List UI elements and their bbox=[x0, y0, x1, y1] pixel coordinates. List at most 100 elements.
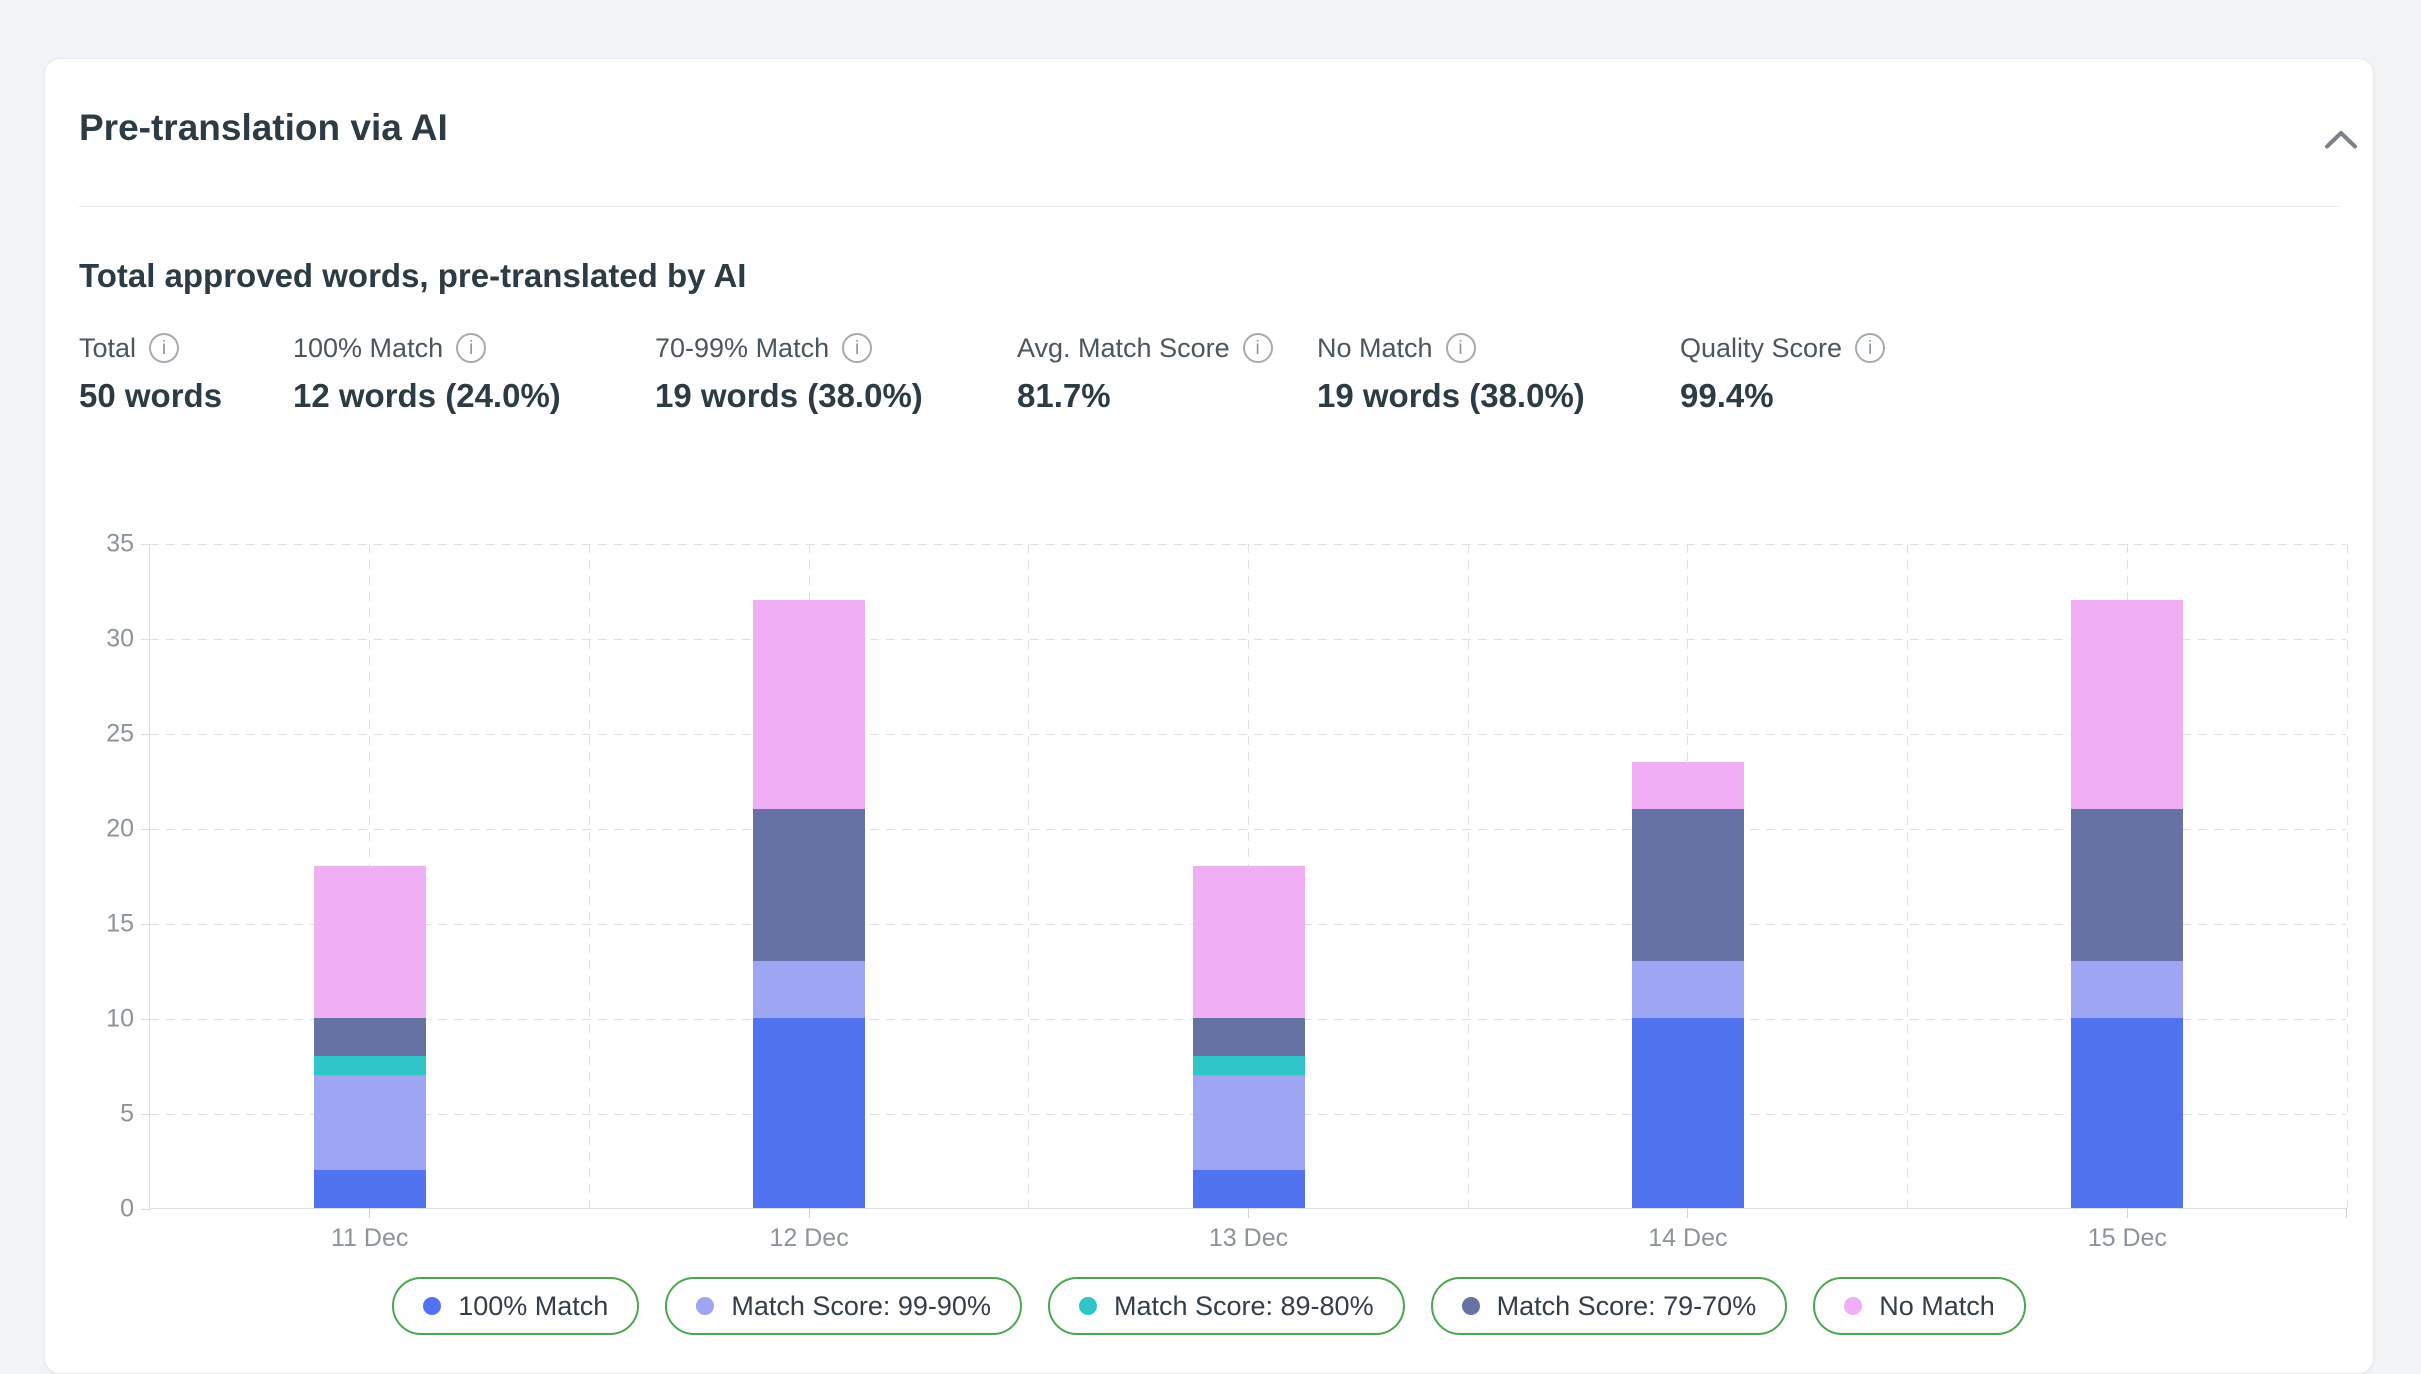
stacked-bar-chart: 0 5 10 15 20 25 30 35 11 Dec 12 Dec 13 Dec 14 Dec 15… bbox=[106, 530, 2348, 1252]
y-axis-label: 0 bbox=[120, 1194, 134, 1223]
stat-value: 12 words (24.0%) bbox=[293, 377, 561, 414]
v-gridline bbox=[2346, 544, 2348, 1208]
info-icon[interactable]: i bbox=[1445, 333, 1476, 363]
chart-legend: 100% Match Match Score: 99-90% Match Score… bbox=[45, 1277, 2373, 1335]
pre-translation-card: Pre-translation via AI Total approved wo… bbox=[44, 58, 2374, 1374]
legend-label: No Match bbox=[1879, 1290, 1995, 1321]
bar-segment bbox=[313, 1170, 426, 1208]
bar-segment bbox=[2071, 1018, 2184, 1208]
stat-label: 100% Match bbox=[293, 333, 444, 363]
info-icon[interactable]: i bbox=[1855, 333, 1886, 363]
legend-pill[interactable]: Match Score: 79-70% bbox=[1430, 1277, 1788, 1335]
y-axis-label: 20 bbox=[106, 814, 134, 843]
y-axis-tick bbox=[141, 733, 150, 735]
x-axis-label: 11 Dec bbox=[331, 1224, 409, 1252]
x-axis-tick bbox=[1248, 1208, 1249, 1218]
v-gridline bbox=[1907, 544, 1909, 1208]
bar-segment bbox=[1631, 961, 1744, 1018]
bar-13-dec[interactable] bbox=[1192, 866, 1305, 1208]
x-axis-label: 14 Dec bbox=[1648, 1224, 1728, 1252]
stat-value: 50 words bbox=[79, 377, 223, 414]
legend-pill[interactable]: Match Score: 99-90% bbox=[665, 1277, 1022, 1335]
page-title: Pre-translation via AI bbox=[79, 107, 448, 148]
stat-label: Quality Score bbox=[1680, 333, 1843, 363]
y-axis-label: 35 bbox=[106, 529, 134, 558]
bar-segment bbox=[2071, 809, 2184, 961]
legend-label: Match Score: 99-90% bbox=[731, 1290, 991, 1321]
bar-segment bbox=[1192, 1018, 1305, 1056]
info-icon[interactable]: i bbox=[149, 333, 180, 363]
bar-segment bbox=[313, 866, 426, 1018]
stat-label: Avg. Match Score bbox=[1017, 333, 1230, 363]
y-axis-label: 30 bbox=[106, 624, 134, 653]
info-icon[interactable]: i bbox=[842, 333, 873, 363]
x-axis-tick bbox=[2346, 1208, 2347, 1218]
chevron-up-icon bbox=[2324, 129, 2358, 153]
legend-pill[interactable]: No Match bbox=[1813, 1277, 2026, 1335]
legend-pill[interactable]: 100% Match bbox=[392, 1277, 640, 1335]
y-axis-tick bbox=[141, 828, 150, 830]
bar-segment bbox=[753, 600, 866, 809]
stat-label: Total bbox=[79, 333, 137, 363]
bar-segment bbox=[2071, 961, 2184, 1018]
y-axis-label: 25 bbox=[106, 719, 134, 748]
bar-14-dec[interactable] bbox=[1631, 761, 1744, 1208]
collapse-button[interactable] bbox=[2313, 117, 2369, 165]
y-axis-label: 10 bbox=[106, 1004, 134, 1033]
bar-15-dec[interactable] bbox=[2071, 600, 2184, 1208]
stat-value: 81.7% bbox=[1017, 377, 1111, 414]
chart-subtitle: Total approved words, pre-translated by … bbox=[79, 257, 747, 294]
v-gridline bbox=[588, 544, 590, 1208]
stat-no-match: No Match i 19 words (38.0%) bbox=[1317, 331, 1680, 415]
bar-segment bbox=[1192, 1056, 1305, 1075]
legend-label: 100% Match bbox=[458, 1290, 609, 1321]
x-axis-tick bbox=[2126, 1208, 2128, 1218]
stat-value: 99.4% bbox=[1680, 377, 1774, 414]
stat-label: No Match bbox=[1317, 333, 1433, 363]
legend-dot-icon bbox=[1844, 1297, 1863, 1315]
bar-segment bbox=[2071, 600, 2184, 809]
stats-row: Total i 50 words 100% Match i 12 words (24… bbox=[79, 331, 2339, 415]
y-axis-tick bbox=[141, 1208, 150, 1210]
y-axis-label: 5 bbox=[120, 1099, 134, 1128]
x-axis-tick bbox=[1687, 1208, 1689, 1218]
x-axis-label: 13 Dec bbox=[1208, 1224, 1289, 1252]
bar-segment bbox=[1192, 1170, 1305, 1208]
bar-segment bbox=[313, 1075, 426, 1170]
stat-total: Total i 50 words bbox=[79, 331, 293, 415]
stat-value: 19 words (38.0%) bbox=[1317, 377, 1585, 414]
bar-segment bbox=[753, 961, 866, 1018]
y-axis-tick bbox=[141, 638, 150, 640]
v-gridline bbox=[1467, 544, 1469, 1208]
x-axis-tick bbox=[808, 1208, 810, 1218]
stat-label: 70-99% Match bbox=[655, 333, 830, 363]
bar-segment bbox=[753, 809, 866, 961]
bar-segment bbox=[753, 1018, 866, 1208]
stat-avg-match-score: Avg. Match Score i 81.7% bbox=[1017, 331, 1317, 415]
legend-dot-icon bbox=[1078, 1297, 1097, 1315]
legend-pill[interactable]: Match Score: 89-80% bbox=[1047, 1277, 1405, 1335]
stat-100-match: 100% Match i 12 words (24.0%) bbox=[293, 331, 655, 415]
v-gridline bbox=[1028, 544, 1030, 1208]
y-axis-tick bbox=[141, 923, 150, 925]
bar-segment bbox=[313, 1056, 426, 1075]
bar-11-dec[interactable] bbox=[313, 866, 426, 1208]
x-axis-label: 15 Dec bbox=[2087, 1224, 2167, 1252]
legend-label: Match Score: 79-70% bbox=[1496, 1290, 1757, 1321]
bar-segment bbox=[1631, 1018, 1744, 1208]
info-icon[interactable]: i bbox=[456, 333, 487, 363]
legend-dot-icon bbox=[423, 1297, 442, 1315]
legend-dot-icon bbox=[1461, 1297, 1480, 1315]
stat-value: 19 words (38.0%) bbox=[655, 377, 923, 414]
stat-quality-score: Quality Score i 99.4% bbox=[1680, 331, 1886, 415]
header-divider bbox=[79, 206, 2339, 207]
y-axis-tick bbox=[141, 1113, 150, 1115]
bar-segment bbox=[1192, 866, 1305, 1018]
bar-segment bbox=[313, 1018, 426, 1056]
bar-segment bbox=[1192, 1075, 1305, 1170]
x-axis-label: 12 Dec bbox=[769, 1224, 849, 1252]
info-icon[interactable]: i bbox=[1242, 333, 1273, 363]
bar-segment bbox=[1631, 809, 1744, 961]
y-axis-tick bbox=[141, 543, 150, 545]
bar-12-dec[interactable] bbox=[753, 600, 866, 1208]
